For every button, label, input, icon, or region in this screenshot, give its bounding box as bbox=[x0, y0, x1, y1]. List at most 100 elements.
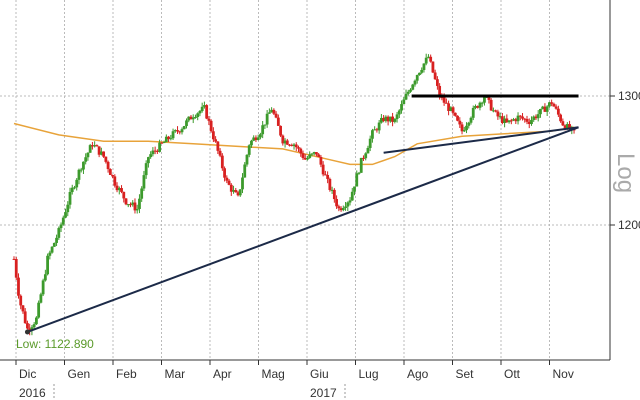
candle-body bbox=[471, 107, 475, 118]
candle-body bbox=[556, 108, 560, 115]
candle-body bbox=[120, 188, 123, 192]
candle-body bbox=[514, 119, 518, 122]
candle-body bbox=[310, 153, 314, 155]
candle-body bbox=[415, 75, 419, 81]
candle-body bbox=[23, 311, 27, 324]
candle-body bbox=[565, 124, 569, 130]
candle-body bbox=[373, 129, 377, 131]
candle-body bbox=[279, 125, 282, 136]
candle-body bbox=[111, 174, 114, 177]
candle-body bbox=[561, 121, 565, 126]
candle-body bbox=[552, 103, 556, 107]
candle-body bbox=[377, 122, 381, 131]
candle-body bbox=[467, 122, 471, 126]
candle-body bbox=[359, 157, 363, 173]
candle-body bbox=[503, 118, 507, 124]
candle-body bbox=[99, 151, 103, 155]
candle-body bbox=[429, 56, 433, 62]
candle-body bbox=[411, 84, 415, 90]
candle-body bbox=[330, 189, 334, 191]
candle-body bbox=[539, 108, 542, 115]
log-scale-label: Log bbox=[612, 153, 639, 193]
candle-body bbox=[147, 157, 150, 164]
candle-body bbox=[274, 113, 278, 118]
year-label: 2017 bbox=[310, 386, 337, 400]
candle-body bbox=[297, 147, 300, 149]
candle-body bbox=[122, 191, 126, 199]
candle-body bbox=[187, 116, 191, 121]
candle-body bbox=[532, 116, 536, 120]
candle-body bbox=[256, 137, 260, 140]
candle-body bbox=[319, 156, 323, 165]
candle-body bbox=[413, 80, 417, 85]
candle-body bbox=[299, 148, 303, 154]
x-tick-label: Nov bbox=[553, 367, 574, 381]
candle-body bbox=[182, 126, 186, 130]
candle-body bbox=[203, 105, 206, 107]
candle-body bbox=[505, 118, 509, 123]
x-tick-label: Lug bbox=[359, 367, 379, 381]
x-tick-label: Mag bbox=[262, 367, 285, 381]
candle-body bbox=[543, 106, 547, 112]
candle-body bbox=[323, 174, 327, 176]
candle-body bbox=[406, 91, 410, 94]
candle-body bbox=[254, 137, 258, 140]
candle-body bbox=[35, 317, 38, 325]
candle-body bbox=[341, 207, 345, 211]
lower-high-trendline bbox=[383, 126, 579, 154]
candle-body bbox=[133, 202, 137, 211]
candle-body bbox=[129, 204, 132, 206]
x-tick-label: Gen bbox=[68, 367, 91, 381]
candle-body bbox=[43, 274, 47, 281]
chart-grid bbox=[0, 0, 610, 360]
candle-body bbox=[243, 164, 247, 178]
candle-body bbox=[26, 323, 29, 329]
candle-body bbox=[438, 85, 442, 98]
trendline-group bbox=[24, 94, 579, 335]
low-annotation: Low: 1122.890 bbox=[16, 337, 94, 351]
candle-body bbox=[516, 115, 520, 122]
candle-body bbox=[534, 116, 538, 119]
candle-body bbox=[357, 172, 361, 174]
candle-body bbox=[366, 147, 370, 154]
candle-body bbox=[214, 139, 218, 142]
candle-body bbox=[478, 102, 482, 108]
candle-body bbox=[447, 103, 450, 111]
candle-body bbox=[487, 96, 491, 100]
moving-average-group bbox=[13, 122, 575, 166]
candle-body bbox=[200, 106, 204, 112]
candle-body bbox=[393, 119, 397, 122]
candle-body bbox=[124, 198, 128, 205]
candle-body bbox=[236, 192, 240, 196]
candle-body bbox=[402, 99, 406, 105]
candle-body bbox=[512, 119, 515, 121]
candle-body bbox=[250, 140, 253, 146]
candle-body bbox=[500, 116, 504, 124]
candle-body bbox=[153, 150, 157, 152]
candle-body bbox=[57, 228, 61, 238]
candle-body bbox=[465, 125, 468, 131]
candle-body bbox=[108, 169, 112, 175]
candle-body bbox=[194, 116, 197, 118]
candle-body bbox=[140, 188, 144, 199]
candle-body bbox=[395, 114, 399, 120]
candle-body bbox=[66, 204, 70, 213]
candle-body bbox=[509, 120, 513, 122]
candle-body bbox=[346, 202, 350, 207]
candle-body bbox=[113, 176, 117, 186]
candle-body bbox=[568, 124, 571, 130]
candle-body bbox=[77, 169, 81, 180]
candle-body bbox=[205, 105, 209, 119]
candle-body bbox=[37, 302, 41, 318]
candle-body bbox=[368, 138, 372, 148]
candle-body bbox=[498, 116, 502, 118]
candle-body bbox=[241, 177, 244, 190]
candle-body bbox=[523, 118, 527, 120]
candle-body bbox=[494, 110, 498, 112]
candle-body bbox=[95, 145, 99, 147]
candle-body bbox=[518, 115, 522, 117]
candle-body bbox=[541, 106, 545, 109]
candle-body bbox=[135, 208, 139, 211]
candle-body bbox=[252, 137, 256, 141]
candle-body bbox=[444, 102, 448, 104]
